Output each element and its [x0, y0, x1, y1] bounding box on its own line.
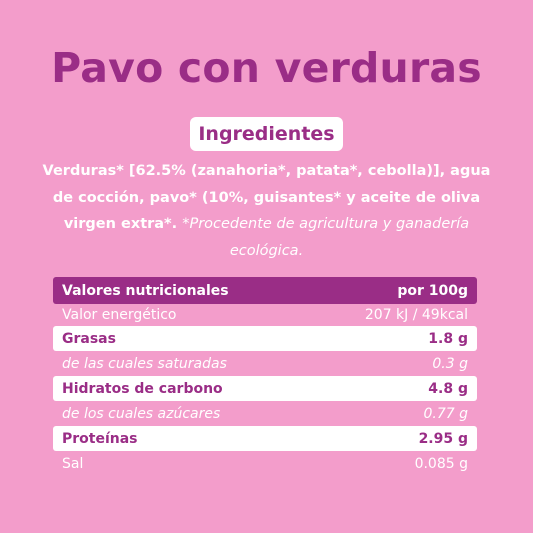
nutrition-header-value: por 100g [397, 282, 468, 299]
row-label: Grasas [62, 330, 116, 347]
row-value: 0.77 g [423, 405, 468, 422]
nutrition-row-saturated: de las cuales saturadas 0.3 g [53, 351, 477, 376]
row-label: de las cuales saturadas [62, 355, 227, 372]
ingredients-text: Verduras* [62.5% (zanahoria*, patata*, c… [40, 158, 493, 264]
nutrition-row-carbs: Hidratos de carbono 4.8 g [53, 376, 477, 401]
nutrition-row-salt: Sal 0.085 g [53, 451, 477, 476]
row-label: Hidratos de carbono [62, 380, 223, 397]
nutrition-row-fat: Grasas 1.8 g [53, 326, 477, 351]
ingredients-list: Verduras* [62.5% (zanahoria*, patata*, c… [42, 163, 491, 232]
product-title: Pavo con verduras [51, 44, 482, 92]
row-label: de los cuales azúcares [62, 405, 221, 422]
nutrition-header-label: Valores nutricionales [62, 282, 229, 299]
row-value: 0.3 g [432, 355, 468, 372]
nutrition-row-sugars: de los cuales azúcares 0.77 g [53, 401, 477, 426]
row-value: 2.95 g [418, 430, 468, 447]
row-value: 4.8 g [428, 380, 468, 397]
row-value: 1.8 g [428, 330, 468, 347]
nutrition-table: Valores nutricionales por 100g Valor ene… [53, 277, 477, 476]
row-label: Proteínas [62, 430, 138, 447]
nutrition-row-energy: Valor energético 207 kJ / 49kcal [53, 304, 477, 326]
row-value: 0.085 g [414, 455, 468, 472]
row-value: 207 kJ / 49kcal [364, 307, 468, 323]
row-label: Sal [62, 455, 84, 472]
row-label: Valor energético [62, 307, 177, 323]
nutrition-row-protein: Proteínas 2.95 g [53, 426, 477, 451]
ingredients-heading: Ingredientes [190, 117, 343, 151]
nutrition-header-row: Valores nutricionales por 100g [53, 277, 477, 304]
ingredients-note: *Procedente de agricultura y ganadería e… [182, 216, 470, 259]
